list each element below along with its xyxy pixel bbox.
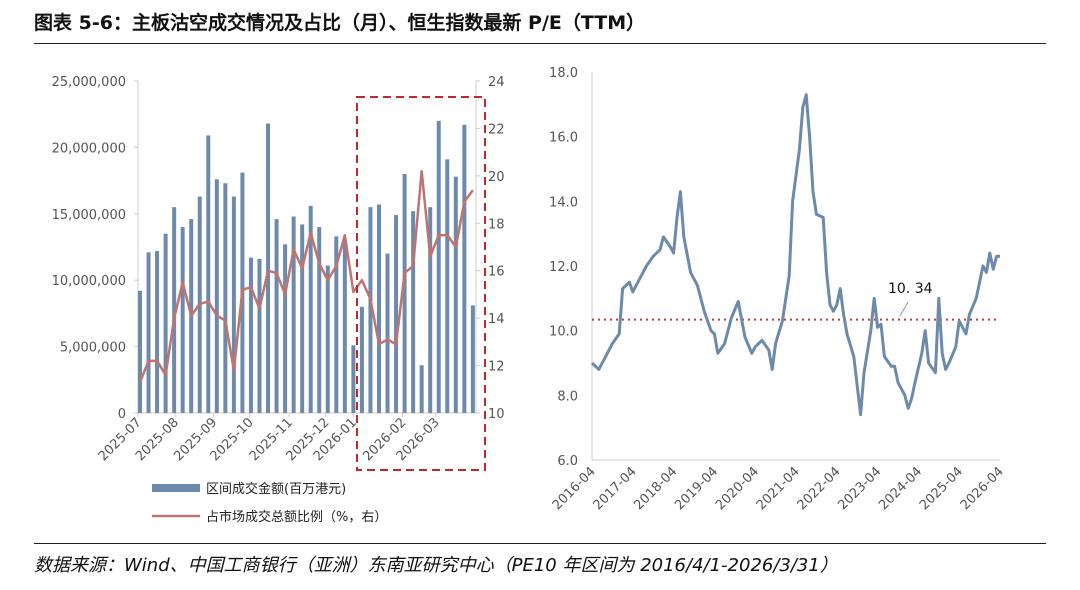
x-tick-label: 2021-04 [754, 464, 803, 513]
left-y-tick-label: 0 [118, 407, 126, 422]
legend-bar-swatch [152, 484, 200, 492]
bar [291, 216, 296, 413]
right-y-tick-label: 18 [488, 217, 505, 232]
pe-chart: 6.0 8.0 10.0 12.0 14.0 16.0 18.0 2016-042017-04… [549, 66, 1007, 513]
bar [266, 123, 271, 413]
x-tick-label: 2018-04 [631, 464, 680, 513]
y-tick-label: 12.0 [549, 260, 578, 275]
bar [334, 236, 339, 413]
bar [257, 258, 262, 413]
right-y-tick-label: 20 [488, 170, 505, 185]
bar [223, 183, 228, 413]
y-tick-label: 8.0 [557, 389, 578, 404]
bar [359, 306, 364, 413]
pe-line [590, 93, 1000, 417]
bar [325, 265, 330, 413]
bar [172, 207, 177, 413]
bar [394, 215, 399, 413]
bar [419, 365, 424, 413]
right-y-tick-label: 24 [488, 75, 505, 90]
bar [385, 253, 390, 413]
bar [453, 176, 458, 413]
left-y-tick-label: 20,000,000 [52, 141, 126, 156]
bar [206, 135, 211, 413]
right-y-tick-label: 22 [488, 122, 505, 137]
short-selling-chart: 0 5,000,000 10,000,000 15,000,000 20,000,000… [52, 75, 505, 471]
average-label-leader [899, 301, 909, 317]
bar [180, 227, 185, 413]
x-tick-label: 2026-04 [958, 464, 1007, 513]
title-divider [34, 43, 1046, 44]
x-tick-label: 2016-04 [550, 464, 599, 513]
bar [462, 124, 467, 413]
y-tick-label: 14.0 [549, 195, 578, 210]
left-y-tick-label: 10,000,000 [52, 274, 126, 289]
source-note: 数据来源：Wind、中国工商银行（亚洲）东南亚研究中心（PE10 年区间为 20… [34, 555, 838, 576]
bar [308, 205, 313, 413]
y-tick-label: 10.0 [549, 325, 578, 340]
bar [248, 257, 253, 413]
right-y-tick-label: 10 [488, 407, 505, 422]
bar [274, 219, 279, 413]
bar [155, 250, 160, 413]
y-tick-label: 6.0 [557, 454, 578, 469]
x-tick-label: 2020-04 [713, 464, 762, 513]
right-y-tick-label: 16 [488, 265, 505, 280]
y-tick-label: 18.0 [549, 66, 578, 81]
x-tick-label: 2025-04 [917, 464, 966, 513]
left-y-tick-label: 5,000,000 [60, 341, 126, 356]
highlight-box [356, 96, 486, 471]
bar [214, 179, 219, 413]
ratio-line [138, 169, 474, 383]
bar [428, 207, 433, 413]
bar [342, 240, 347, 413]
average-label: 10. 34 [888, 281, 933, 297]
right-y-tick-label: 14 [488, 312, 505, 327]
legend-bar-label: 区间成交金额(百万港元) [206, 481, 346, 497]
bar [300, 224, 305, 413]
y-tick-label: 16.0 [549, 131, 578, 146]
x-tick-label: 2022-04 [795, 464, 844, 513]
bar [317, 227, 322, 413]
source-divider [34, 543, 1046, 544]
bar [445, 159, 450, 413]
bar [283, 244, 288, 413]
bar [163, 233, 168, 413]
legend-line-label: 占市场成交总额比例（%，右） [206, 509, 387, 525]
bar [368, 207, 373, 413]
bar [231, 196, 236, 413]
bar [436, 120, 441, 413]
left-y-tick-label: 25,000,000 [52, 75, 126, 90]
left-y-tick-label: 15,000,000 [52, 208, 126, 223]
bar [146, 252, 151, 413]
x-tick-label: 2023-04 [835, 464, 884, 513]
bar [470, 305, 475, 413]
figure-title: 图表 5-6：主板沽空成交情况及占比（月）、恒生指数最新 P/E（TTM） [34, 12, 646, 34]
x-tick-label: 2017-04 [591, 464, 640, 513]
bar [138, 290, 142, 413]
x-tick-label: 2024-04 [876, 464, 925, 513]
right-y-tick-label: 12 [488, 360, 505, 375]
bar [376, 204, 381, 413]
bar [411, 211, 416, 413]
bar [351, 345, 356, 413]
bar [402, 173, 407, 413]
x-tick-label: 2019-04 [672, 464, 721, 513]
